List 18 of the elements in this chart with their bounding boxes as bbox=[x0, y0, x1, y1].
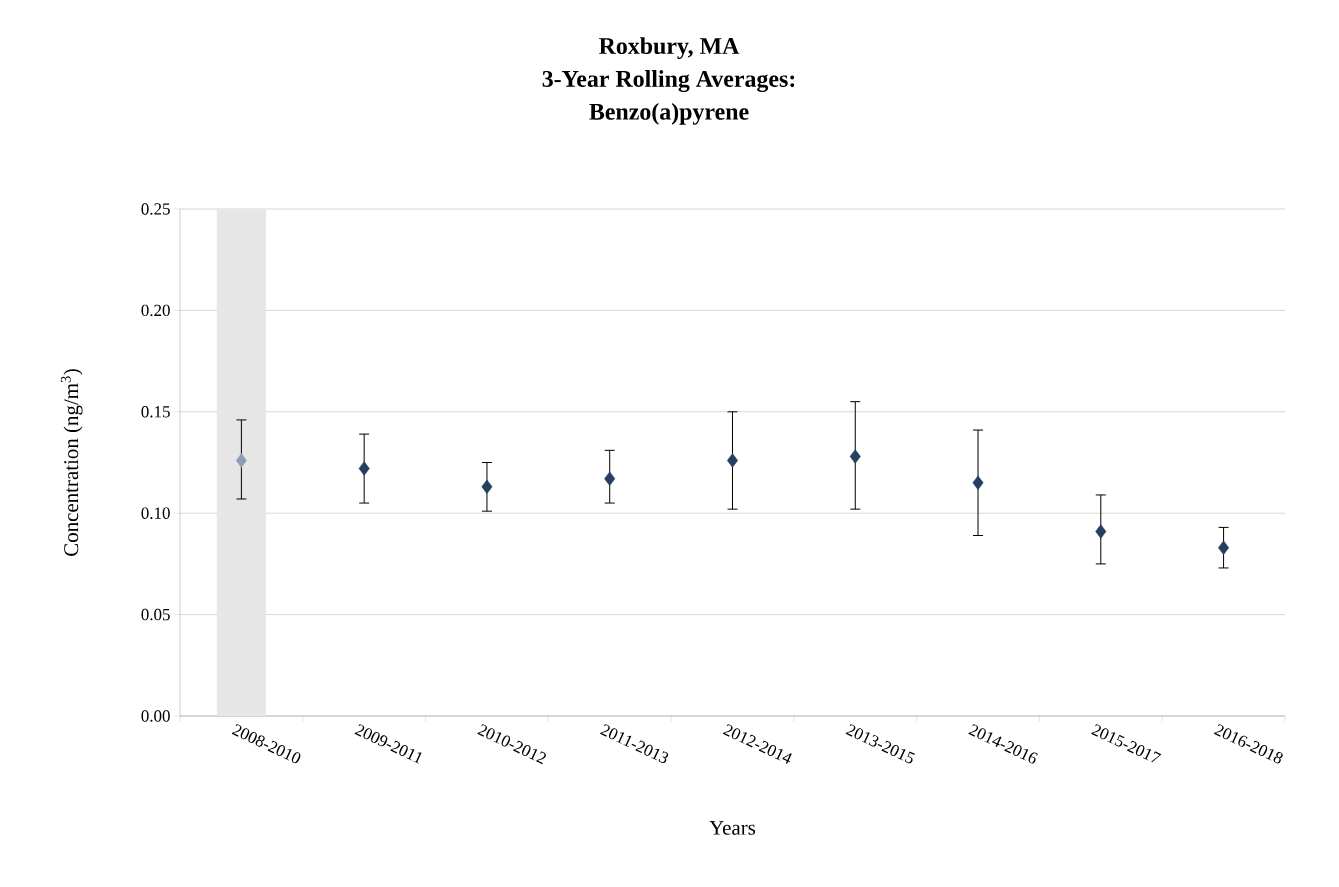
chart-title: Roxbury, MA 3-Year Rolling Averages: Benzo(a)pyrene bbox=[542, 37, 795, 125]
x-axis-title: Years bbox=[709, 820, 756, 835]
point bbox=[481, 479, 493, 495]
y-tick-label: 0.15 bbox=[141, 406, 170, 418]
y-tick-label: 0.00 bbox=[141, 710, 170, 722]
point bbox=[849, 449, 861, 464]
y-axis-title: Concentration (ng/m$^{3}$) bbox=[60, 369, 83, 556]
point bbox=[235, 453, 247, 468]
y-tick-label: 0.10 bbox=[141, 507, 170, 519]
y-tick-label: 0.25 bbox=[141, 203, 170, 215]
point bbox=[604, 471, 616, 486]
y-tick-label: 0.05 bbox=[141, 608, 170, 621]
y-tick-label: 0.20 bbox=[141, 304, 170, 317]
point bbox=[1095, 524, 1107, 539]
point bbox=[727, 453, 738, 468]
point bbox=[1218, 540, 1230, 555]
point bbox=[972, 475, 984, 490]
point bbox=[358, 461, 370, 476]
